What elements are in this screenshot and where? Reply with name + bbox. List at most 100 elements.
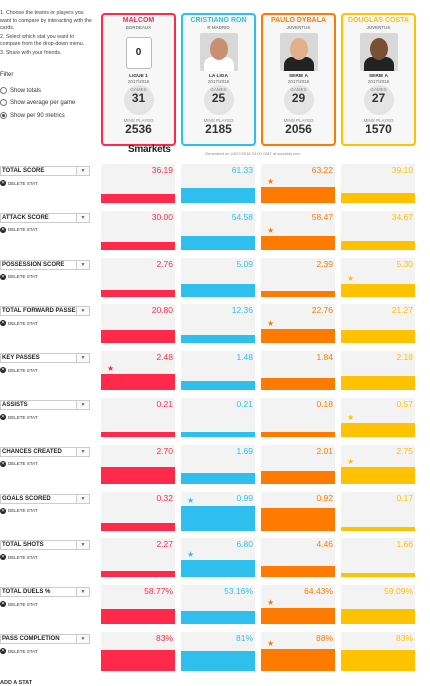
stat-bar <box>261 329 335 344</box>
stat-value: 0.21 <box>156 399 173 409</box>
star-icon: ★ <box>267 319 275 329</box>
stat-label: PASS COMPLETION <box>2 636 60 642</box>
stat-cell: 54.58 <box>181 210 255 250</box>
chevron-down-icon[interactable]: ▼ <box>76 307 89 316</box>
delete-stat-button[interactable]: ✕ DELETE STAT <box>0 507 38 514</box>
stat-select[interactable]: TOTAL SCORE ▼ <box>0 166 90 176</box>
stat-select[interactable]: TOTAL FORWARD PASSES ▼ <box>0 306 90 317</box>
delete-stat-button[interactable]: ✕ DELETE STAT <box>0 460 38 467</box>
chevron-down-icon[interactable]: ▼ <box>76 401 89 409</box>
delete-stat-button[interactable]: ✕ DELETE STAT <box>0 367 38 374</box>
stat-select[interactable]: KEY PASSES ▼ <box>0 353 90 364</box>
player-name: PAULO DYBALA <box>270 17 327 24</box>
stat-bar <box>261 187 335 203</box>
stat-select[interactable]: TOTAL SHOTS ▼ <box>0 540 90 551</box>
stat-value: 88% <box>315 633 333 643</box>
stat-cell: 1.66 <box>341 538 415 578</box>
player-card[interactable]: DOUGLAS COSTA JUVENTUS SERIE A 2017/2018 GAM… <box>341 13 416 146</box>
delete-stat-button[interactable]: ✕ DELETE STAT <box>0 601 38 608</box>
chevron-down-icon[interactable]: ▼ <box>76 635 89 643</box>
chevron-down-icon[interactable]: ▼ <box>76 213 89 222</box>
close-icon: ✕ <box>0 507 6 514</box>
stat-select[interactable]: ATTACK SCORE ▼ <box>0 212 90 223</box>
player-league: LA LIGA <box>208 74 228 79</box>
chevron-down-icon[interactable]: ▼ <box>76 354 89 363</box>
chevron-down-icon[interactable]: ▼ <box>76 541 89 550</box>
stat-cell: 58.77% <box>101 585 175 625</box>
mins-label: MINS PLAYED <box>203 118 234 123</box>
stat-cell: 0.17 <box>341 491 415 531</box>
stat-value: 30.00 <box>151 211 173 222</box>
chevron-down-icon[interactable]: ▼ <box>76 494 89 503</box>
stat-bar <box>181 335 255 344</box>
stat-cell: 2.75 ★ <box>341 444 415 484</box>
chevron-down-icon[interactable]: ▼ <box>76 167 89 175</box>
stat-cell: 2.48 ★ <box>101 351 175 391</box>
star-icon: ★ <box>267 177 275 186</box>
delete-stat-button[interactable]: ✕ DELETE STAT <box>0 180 38 186</box>
stat-select[interactable]: CHANCES CREATED ▼ <box>0 446 90 457</box>
stat-label: GOALS SCORED <box>2 495 51 502</box>
stat-value: 2.18 <box>396 352 413 363</box>
stat-value: 58.77% <box>144 586 173 597</box>
stat-label: TOTAL FORWARD PASSES <box>2 308 80 315</box>
stat-cell: 20.80 <box>101 304 175 344</box>
delete-stat-button[interactable]: ✕ DELETE STAT <box>0 273 38 280</box>
stat-bar <box>181 651 255 671</box>
delete-stat-button[interactable]: ✕ DELETE STAT <box>0 226 38 233</box>
stat-select[interactable]: GOALS SCORED ▼ <box>0 493 90 504</box>
stat-cell: 4.46 <box>261 538 335 578</box>
filter-option-average[interactable]: Show average per game <box>0 99 75 106</box>
stat-select[interactable]: PASS COMPLETION ▼ <box>0 634 90 644</box>
chevron-down-icon[interactable]: ▼ <box>76 260 89 269</box>
games-value: 29 <box>291 91 306 105</box>
close-icon: ✕ <box>0 648 6 654</box>
delete-stat-button[interactable]: ✕ DELETE STAT <box>0 320 38 327</box>
games-badge: GAMES 29 <box>283 85 314 115</box>
player-card[interactable]: PAULO DYBALA JUVENTUS SERIE A 2017/2018 GAME… <box>261 13 336 146</box>
stat-select[interactable]: POSSESSION SCORE ▼ <box>0 259 90 270</box>
chevron-down-icon[interactable]: ▼ <box>76 588 89 597</box>
player-card[interactable]: MALCOM BORDEAUX 0 LIGUE 1 2017/2018 GAMES 31 MI… <box>101 13 176 146</box>
stat-label: TOTAL DUELS % <box>2 589 51 596</box>
stat-row: ATTACK SCORE ▼ ✕ DELETE STAT 30.00 54.58 58.47… <box>0 210 430 258</box>
player-photo <box>279 33 318 71</box>
chevron-down-icon[interactable]: ▼ <box>76 447 89 456</box>
radio-icon[interactable] <box>0 87 7 94</box>
stat-bar <box>341 330 415 344</box>
instruction-1: 1. Choose the teams or players you want … <box>0 10 92 31</box>
stat-value: 21.27 <box>391 305 413 316</box>
stat-label: CHANCES CREATED <box>2 448 62 455</box>
stat-row: TOTAL SHOTS ▼ ✕ DELETE STAT 2.27 6.80 ★ 4.46 1.6… <box>0 538 430 585</box>
stat-cell: 1.69 <box>181 444 255 484</box>
mins-label: MINS PLAYED <box>363 118 394 123</box>
delete-stat-button[interactable]: ✕ DELETE STAT <box>0 554 38 561</box>
radio-selected-icon[interactable] <box>0 112 7 119</box>
delete-stat-button[interactable]: ✕ DELETE STAT <box>0 648 38 654</box>
delete-stat-button[interactable]: ✕ DELETE STAT <box>0 414 38 420</box>
stat-value: 61.33 <box>231 165 253 175</box>
stat-select[interactable]: ASSISTS ▼ <box>0 400 90 410</box>
radio-icon[interactable] <box>0 99 7 106</box>
close-icon: ✕ <box>0 601 6 608</box>
stat-bar <box>261 566 335 578</box>
stat-value: 83% <box>395 633 413 643</box>
add-stat-select[interactable]: ADD A STAT <box>0 680 33 686</box>
stat-value: 59.09% <box>384 586 413 597</box>
stat-cell: 34.67 <box>341 210 415 250</box>
stat-select[interactable]: TOTAL DUELS % ▼ <box>0 587 90 598</box>
games-badge: GAMES 31 <box>123 85 154 115</box>
stat-bar <box>181 235 255 250</box>
stat-value: 83% <box>155 633 173 643</box>
stat-cell: 58.47 ★ <box>261 210 335 250</box>
filter-option-totals[interactable]: Show totals <box>0 87 41 94</box>
stat-value: 54.58 <box>231 211 253 222</box>
stat-cell: 0.32 <box>101 491 175 531</box>
filter-option-per90[interactable]: Show per 90 metrics <box>0 112 65 119</box>
stat-value: 2.01 <box>316 445 333 456</box>
games-label: GAMES <box>370 87 387 92</box>
player-card[interactable]: CRISTIANO RON R MADRID LA LIGA 2017/2018 GAM… <box>181 13 256 146</box>
stat-cell: 2.76 <box>101 257 175 297</box>
stat-bar <box>101 609 175 625</box>
stat-bar <box>341 240 415 250</box>
